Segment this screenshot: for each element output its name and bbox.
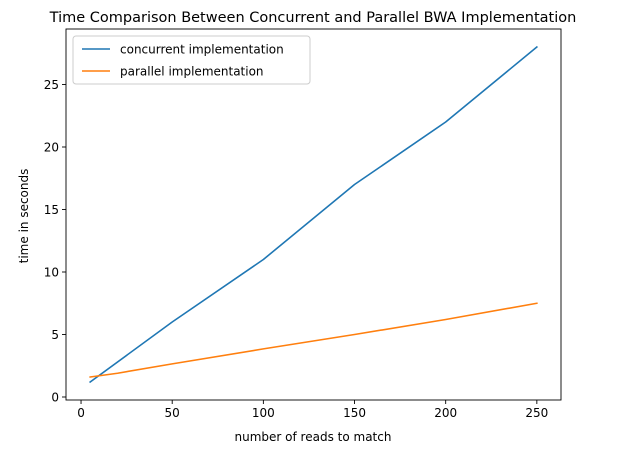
plot-area: 0 50 100 150 200 250 0 5 10 15 20 25 concurrent impl… <box>44 28 562 420</box>
x-tick-label: 200 <box>434 406 457 420</box>
y-tick-label: 5 <box>51 328 59 342</box>
series-line-2 <box>89 302 538 378</box>
x-tick-label: 100 <box>252 406 275 420</box>
y-tick-label: 0 <box>51 391 59 405</box>
x-tick-label: 0 <box>77 406 85 420</box>
x-axis-label: number of reads to match <box>235 430 392 444</box>
legend-box <box>72 35 311 85</box>
legend-label-1: concurrent implementation <box>120 43 284 57</box>
x-tick-label: 50 <box>165 406 180 420</box>
y-tick-label: 20 <box>44 141 59 155</box>
y-tick-label: 25 <box>44 78 59 92</box>
x-tick-label: 250 <box>525 406 548 420</box>
series-line-1 <box>89 45 538 384</box>
y-tick-label: 15 <box>44 203 59 217</box>
legend-label-2: parallel implementation <box>120 65 264 79</box>
chart-title: Time Comparison Between Concurrent and P… <box>49 10 577 26</box>
x-tick-label: 150 <box>343 406 366 420</box>
y-axis-label: time in seconds <box>17 169 31 264</box>
y-tick-label: 10 <box>44 266 59 280</box>
plot-frame <box>65 28 562 401</box>
